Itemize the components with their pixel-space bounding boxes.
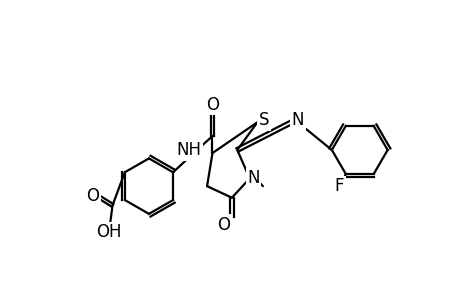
Text: N: N [291, 111, 303, 129]
Text: O: O [217, 216, 230, 234]
Text: O: O [86, 187, 99, 205]
Text: F: F [334, 177, 344, 195]
Text: NH: NH [176, 141, 202, 159]
Text: N: N [247, 169, 259, 188]
Text: O: O [206, 95, 218, 113]
Text: S: S [258, 111, 269, 129]
Text: OH: OH [95, 223, 121, 241]
